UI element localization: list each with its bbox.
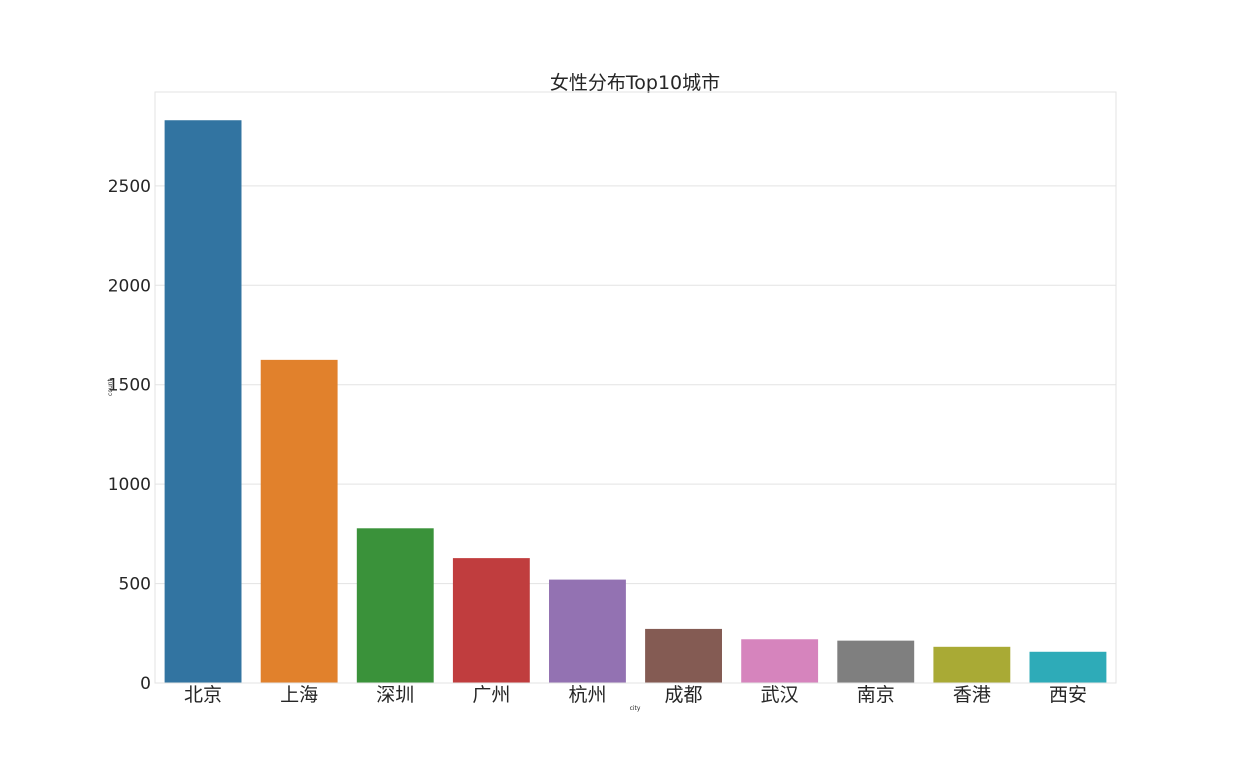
y-tick-label: 1000 (108, 475, 151, 495)
x-axis-label: city (630, 705, 641, 712)
chart-title: 女性分布Top10城市 (550, 72, 720, 94)
y-tick-label: 2500 (108, 177, 151, 197)
y-axis-label: count (107, 378, 114, 396)
bar (356, 528, 434, 683)
bars (164, 120, 1107, 683)
y-tick-label: 0 (140, 674, 151, 694)
y-tick-label: 2000 (108, 276, 151, 296)
bar (164, 120, 242, 683)
x-tick-label: 深圳 (376, 684, 414, 706)
bar (933, 646, 1011, 683)
bar (452, 558, 530, 683)
bar (260, 359, 338, 683)
x-tick-label: 成都 (665, 684, 703, 706)
bar (837, 640, 915, 683)
x-tick-label: 南京 (857, 684, 895, 706)
x-tick-label: 北京 (184, 684, 222, 706)
x-tick-label: 上海 (280, 684, 318, 706)
x-tick-label: 香港 (953, 684, 991, 706)
plot-frame (154, 91, 1117, 684)
x-tick-label: 西安 (1049, 684, 1087, 706)
x-tick-labels: 北京 上海 深圳 广州 杭州 成都 武汉 南京 香港 西安 (184, 684, 1087, 706)
bar (741, 639, 819, 683)
bar (645, 628, 722, 683)
y-tick-labels: 0 500 1000 1500 2000 2500 (108, 177, 151, 694)
bar (1029, 651, 1107, 683)
y-tick-label: 1500 (108, 376, 151, 396)
bar (549, 579, 626, 683)
x-tick-label: 杭州 (568, 684, 606, 706)
y-tick-label: 500 (119, 575, 151, 595)
x-tick-label: 广州 (472, 684, 510, 706)
x-tick-label: 武汉 (761, 684, 799, 706)
